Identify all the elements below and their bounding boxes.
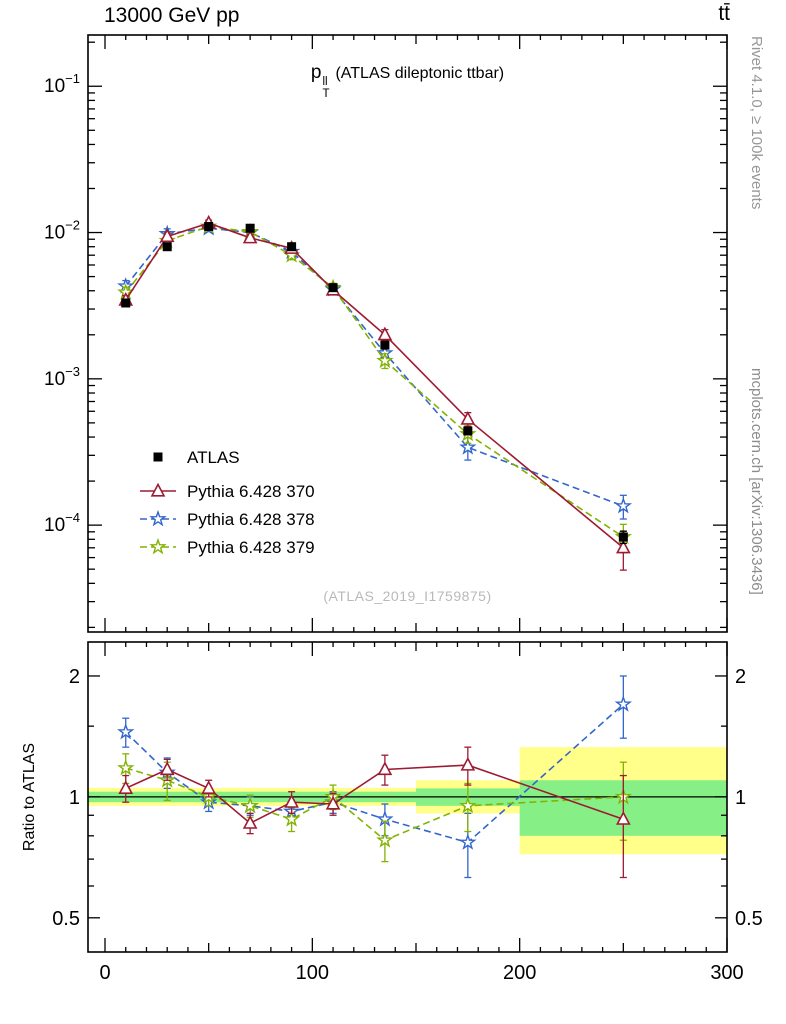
star-marker [459,833,477,850]
beam-energy-label: 13000 GeV pp [104,4,240,27]
star-marker [376,830,394,848]
observable-sub-sup: ll T [322,76,329,100]
series-atlas [121,221,628,545]
y-tick-label: 10−4 [44,510,80,536]
ratio-axis-label: Ratio to ATLAS [21,742,38,852]
observable-superscript: ll [322,76,328,88]
triangle-marker [201,780,216,794]
observable-symbol: p [310,62,322,83]
star-marker [614,695,633,712]
x-tick-label: 0 [99,962,110,984]
legend-item-label: Pythia 6.428 370 [187,482,315,501]
triangle-marker [460,410,476,425]
ratio-tick-label-right: 1 [735,787,746,809]
ratio-tick-label-right: 2 [735,666,746,688]
legend: ATLAS Pythia 6.428 370 Pythia 6.428 378 Pyt… [140,448,315,557]
triangle-marker [377,761,393,776]
triangle-marker [616,810,631,825]
star-marker [459,438,477,455]
ratio-uncertainty-bands [88,747,727,855]
ratio-panel-frame [87,641,728,953]
y-tick-label: 10−3 [44,364,80,390]
ratio-tick-label-right: 0.5 [735,908,763,930]
square-marker [380,340,390,350]
triangle-marker [159,761,175,776]
main-panel-frame [87,34,728,633]
x-tick-label: 300 [710,962,743,984]
square-marker [287,242,297,252]
star-marker [149,537,167,555]
square-marker [162,242,172,252]
star-marker [282,810,301,827]
square-marker [121,298,131,308]
observable-subscript: T [322,88,330,101]
square-marker [245,223,255,233]
x-tick-label: 100 [296,962,329,984]
square-marker [328,283,338,293]
triangle-marker [284,793,299,808]
ratio-tick-label-left: 1 [69,787,80,809]
ratio-tick-label-left: 2 [69,666,80,688]
triangle-marker [325,795,341,810]
process-label: tt̄ [718,2,730,25]
legend-item-label: ATLAS [187,448,240,467]
x-tick-label: 200 [503,962,536,984]
triangle-marker [242,229,258,244]
square-marker [153,452,163,462]
mcplots-credit-label: mcplots.cern.ch [arXiv:1306.3436] [748,368,765,595]
square-marker [204,221,214,231]
ratio-tick-label-left: 0.5 [52,908,80,930]
triangle-marker [460,756,476,771]
y-tick-label: 10−2 [44,218,80,244]
triangle-marker [242,814,258,829]
triangle-marker [377,326,393,341]
square-marker [618,532,628,542]
star-marker [459,796,477,814]
star-marker [614,496,633,514]
square-marker [463,426,473,436]
plot-title-rest: (ATLAS dileptonic ttbar) [335,65,505,82]
y-tick-label: 10−1 [44,71,80,97]
triangle-marker [159,228,175,243]
legend-item-label: Pythia 6.428 379 [187,538,315,557]
star-marker [376,351,394,369]
legend-item-label: Pythia 6.428 378 [187,510,315,529]
triangle-marker [118,780,134,794]
star-marker [117,722,135,740]
star-marker [241,796,259,814]
star-marker [149,509,167,527]
rivet-version-label: Rivet 4.1.0, ≥ 100k events [748,36,765,210]
plot-title: p ll T (ATLAS dileptonic ttbar) [88,62,727,100]
analysis-id-watermark: (ATLAS_2019_I1759875) [323,588,492,604]
triangle-marker [150,482,166,497]
triangle-marker [616,539,631,554]
star-marker [117,758,135,776]
